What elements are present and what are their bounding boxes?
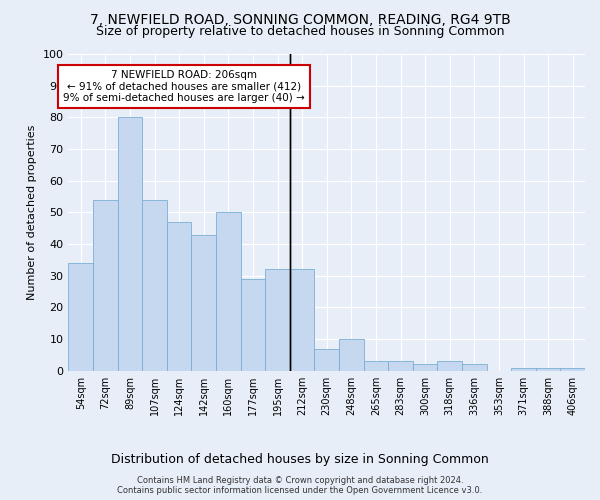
Bar	[364, 362, 388, 371]
Bar	[413, 364, 437, 371]
Y-axis label: Number of detached properties: Number of detached properties	[27, 124, 37, 300]
Bar	[241, 279, 265, 371]
Bar	[118, 118, 142, 371]
Bar	[93, 200, 118, 371]
Bar	[314, 348, 339, 371]
Bar	[167, 222, 191, 371]
Text: 7 NEWFIELD ROAD: 206sqm
← 91% of detached houses are smaller (412)
9% of semi-de: 7 NEWFIELD ROAD: 206sqm ← 91% of detache…	[63, 70, 305, 103]
Bar	[265, 270, 290, 371]
Text: Distribution of detached houses by size in Sonning Common: Distribution of detached houses by size …	[111, 452, 489, 466]
Bar	[216, 212, 241, 371]
Bar	[560, 368, 585, 371]
Text: Contains HM Land Registry data © Crown copyright and database right 2024.: Contains HM Land Registry data © Crown c…	[137, 476, 463, 485]
Bar	[68, 263, 93, 371]
Bar	[191, 234, 216, 371]
Text: Contains public sector information licensed under the Open Government Licence v3: Contains public sector information licen…	[118, 486, 482, 495]
Bar	[536, 368, 560, 371]
Bar	[462, 364, 487, 371]
Bar	[437, 362, 462, 371]
Text: 7, NEWFIELD ROAD, SONNING COMMON, READING, RG4 9TB: 7, NEWFIELD ROAD, SONNING COMMON, READIN…	[89, 12, 511, 26]
Text: Size of property relative to detached houses in Sonning Common: Size of property relative to detached ho…	[96, 25, 504, 38]
Bar	[388, 362, 413, 371]
Bar	[511, 368, 536, 371]
Bar	[142, 200, 167, 371]
Bar	[290, 270, 314, 371]
Bar	[339, 339, 364, 371]
